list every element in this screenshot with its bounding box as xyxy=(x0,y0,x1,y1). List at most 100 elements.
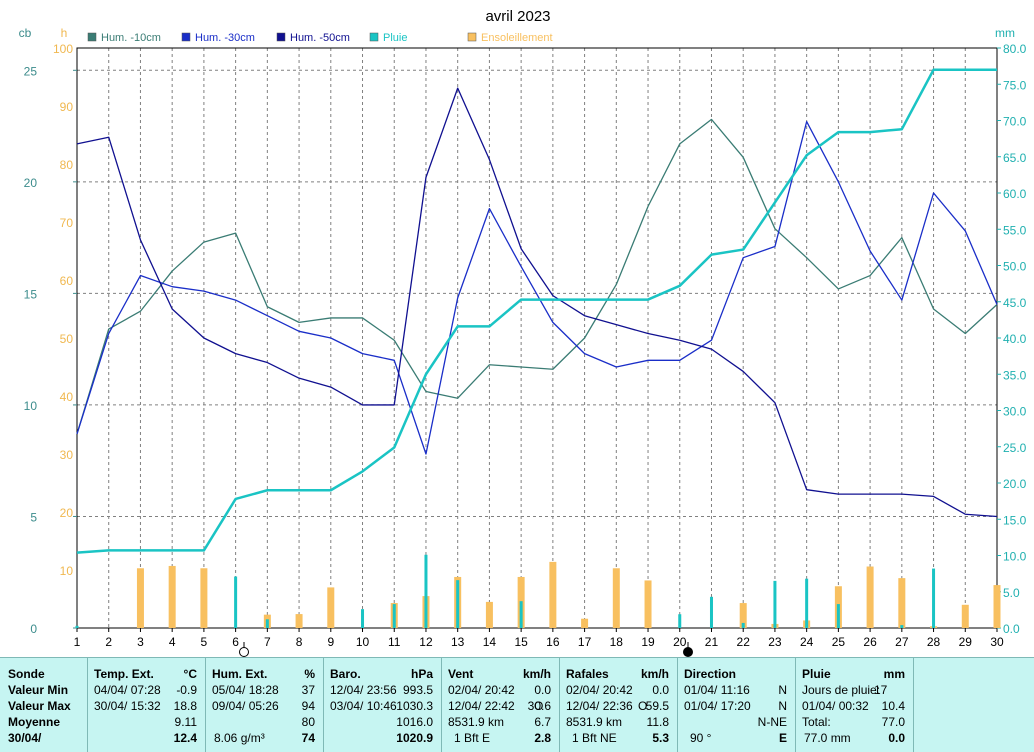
x-tick-label: 8 xyxy=(296,635,303,649)
legend-label: Hum. -50cm xyxy=(290,32,350,44)
mm-tick-label: 20.0 xyxy=(1003,477,1027,491)
row-label-date: 30/04/ xyxy=(8,731,42,745)
baro-max-val: 1030.3 xyxy=(396,699,433,713)
chart-title: avril 2023 xyxy=(485,8,550,25)
rain-bar xyxy=(741,622,745,628)
rafales-last: 5.3 xyxy=(652,731,669,745)
x-tick-label: 16 xyxy=(546,635,560,649)
x-tick-label: 2 xyxy=(105,635,112,649)
x-tick-label: 5 xyxy=(201,635,208,649)
rain-bar xyxy=(805,578,809,628)
pluie-total: 77.0 xyxy=(881,715,905,729)
hum-min-val: 37 xyxy=(301,683,315,697)
x-tick-label: 23 xyxy=(768,635,782,649)
row-label-max: Valeur Max xyxy=(8,699,71,713)
sunshine-bar xyxy=(739,603,747,628)
rafales-max-dir: O xyxy=(638,699,648,713)
baro-last: 1020.9 xyxy=(396,731,433,745)
baro-max-date: 03/04/ 10:46 xyxy=(330,699,397,713)
sunshine-bar xyxy=(644,580,652,628)
x-tick-label: 9 xyxy=(327,635,334,649)
vent-title: Vent xyxy=(448,667,474,681)
sunshine-bar xyxy=(866,566,874,628)
mm-tick-label: 80.0 xyxy=(1003,42,1027,56)
series-line-1 xyxy=(76,120,998,455)
pluie-max-val: 10.4 xyxy=(881,699,905,713)
x-tick-label: 4 xyxy=(169,635,176,649)
x-tick-label: 19 xyxy=(641,635,655,649)
temp-max-val: 18.8 xyxy=(173,699,197,713)
direction-min-val: N xyxy=(778,683,787,697)
col-hum: Hum. Ext. % 05/04/ 18:28 37 09/04/ 05:26… xyxy=(206,658,324,752)
x-tick-label: 13 xyxy=(451,635,465,649)
col-temp: Temp. Ext. °C 04/04/ 07:28 -0.9 30/04/ 1… xyxy=(88,658,206,752)
mm-tick-label: 25.0 xyxy=(1003,441,1027,455)
mm-tick-label: 35.0 xyxy=(1003,368,1027,382)
legend-label: Hum. -10cm xyxy=(101,32,161,44)
x-tick-label: 26 xyxy=(863,635,877,649)
x-tick-label: 15 xyxy=(514,635,528,649)
x-tick-label: 21 xyxy=(705,635,719,649)
temp-unit: °C xyxy=(183,667,197,681)
direction-last: E xyxy=(778,731,787,745)
cb-axis-label: cb xyxy=(19,26,32,40)
stats-table: Sonde Valeur Min Valeur Max Moyenne 30/0… xyxy=(0,657,1034,752)
mm-tick-label: 50.0 xyxy=(1003,260,1027,274)
hum-unit: % xyxy=(304,667,315,681)
sunshine-bar xyxy=(581,618,589,628)
rafales-bft: 1 Bft NE xyxy=(572,731,617,745)
bars xyxy=(75,554,1001,628)
mm-tick-label: 75.0 xyxy=(1003,78,1027,92)
sunshine-bar xyxy=(549,561,557,628)
sunshine-bar xyxy=(485,601,493,628)
hum-min-date: 05/04/ 18:28 xyxy=(212,683,279,697)
rafales-max-date: 12/04/ 22:36 xyxy=(566,699,633,713)
mm-tick-label: 10.0 xyxy=(1003,550,1027,564)
x-tick-label: 12 xyxy=(419,635,433,649)
x-tick-label: 22 xyxy=(737,635,751,649)
rain-bar xyxy=(900,625,904,628)
legend-swatch xyxy=(87,32,97,42)
temp-min-val: -0.9 xyxy=(176,683,197,697)
series-line-0 xyxy=(76,118,998,435)
x-tick-label: 17 xyxy=(578,635,592,649)
rain-bar xyxy=(392,604,396,628)
col-direction: Direction 01/04/ 11:16 N 01/04/ 17:20 N … xyxy=(678,658,796,752)
col-pluie: Pluie mm Jours de pluie: 17 01/04/ 00:32… xyxy=(796,658,914,752)
vent-last: 2.8 xyxy=(534,731,551,745)
h-tick-label: 50 xyxy=(60,332,74,346)
pluie-unit: mm xyxy=(883,667,905,681)
x-tick-label: 25 xyxy=(832,635,846,649)
col-labels: Sonde Valeur Min Valeur Max Moyenne 30/0… xyxy=(0,658,88,752)
cb-tick-label: 5 xyxy=(30,510,37,524)
series-line-3 xyxy=(76,68,997,554)
rafales-title: Rafales xyxy=(566,667,609,681)
mm-tick-label: 60.0 xyxy=(1003,187,1027,201)
h-tick-label: 70 xyxy=(60,216,74,230)
rain-bar xyxy=(709,596,713,628)
rafales-max-val: 59.5 xyxy=(645,699,669,713)
moon-full-icon xyxy=(683,647,693,657)
temp-max-date: 30/04/ 15:32 xyxy=(94,699,161,713)
h-axis-label: h xyxy=(61,26,68,40)
pluie-max-date: 01/04/ 00:32 xyxy=(802,699,869,713)
mm-tick-label: 15.0 xyxy=(1003,513,1027,527)
hum-avg: 80 xyxy=(301,715,315,729)
sunshine-bar xyxy=(327,587,335,628)
grid xyxy=(77,48,997,628)
mm-tick-label: 65.0 xyxy=(1003,151,1027,165)
x-tick-label: 11 xyxy=(388,635,401,649)
x-tick-label: 10 xyxy=(356,635,370,649)
rain-bar xyxy=(519,601,523,628)
vent-min-date: 02/04/ 20:42 xyxy=(448,683,515,697)
x-tick-label: 27 xyxy=(895,635,909,649)
h-tick-label: 40 xyxy=(60,390,74,404)
vent-dist: 8531.9 km xyxy=(448,715,505,729)
h-tick-label: 30 xyxy=(60,448,74,462)
vent-max-val: 30.6 xyxy=(527,699,551,713)
temp-avg: 9.11 xyxy=(174,715,197,729)
baro-unit: hPa xyxy=(410,667,433,681)
sunshine-bar xyxy=(200,568,208,628)
rafales-unit: km/h xyxy=(640,667,669,681)
mm-tick-label: 30.0 xyxy=(1003,405,1027,419)
